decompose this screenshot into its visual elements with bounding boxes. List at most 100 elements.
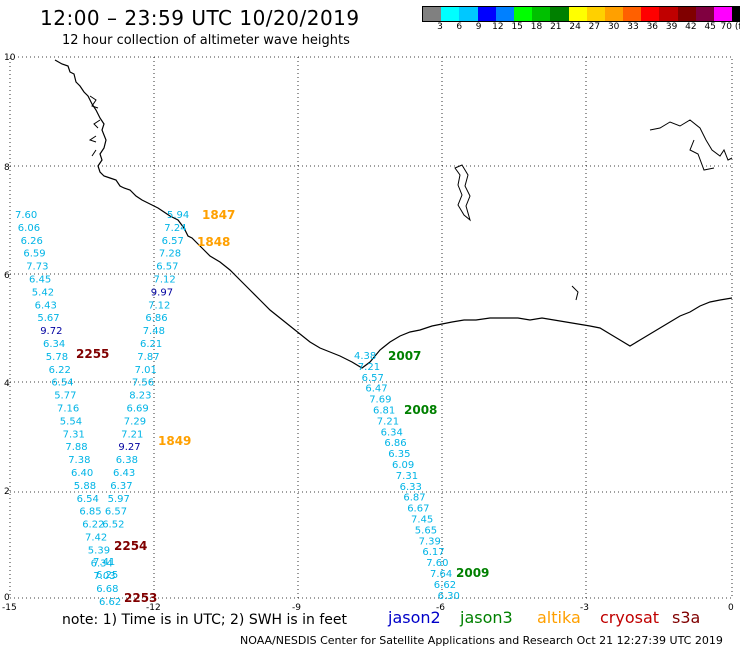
track-a-values: 7.60 6.06 6.26 6.59 7.73 6.455.42 6.43 5.67 9.72… [15,210,121,608]
wave-height-value: 7.29 [124,416,146,427]
wave-height-value: 7.21 [377,416,399,427]
wave-height-value: 9.27 [118,442,140,453]
wave-height-value: 7.39 [419,536,441,547]
color-scale-label: 27 [588,22,601,32]
color-scale-label: 70 (ft) [720,22,740,32]
wave-height-value: 7.16 [57,404,79,415]
wave-height-value: 7.42 [85,533,107,544]
map-subtitle: 12 hour collection of altimeter wave hei… [62,33,350,48]
x-axis-labels: -15 -12 -9 -6 -3 0 [2,603,734,613]
wave-height-value: 6.54 [77,494,99,505]
legend-altika: altika [537,608,581,627]
legend-s3a: s3a [672,608,701,627]
y-tick: 6 [4,271,10,281]
x-tick: -15 [2,603,17,613]
wave-height-value: 7.31 [396,471,418,482]
color-swatch [586,7,605,21]
pass-time-label: 2253 [124,591,157,605]
x-tick: -6 [436,603,445,613]
wave-height-value: 6.54 [51,378,73,389]
color-scale-label: 39 [665,22,678,32]
wave-height-value: 7.21 [121,429,143,440]
y-tick: 10 [4,53,16,63]
color-swatch [532,7,551,21]
wave-height-value: 7.28 [159,249,181,260]
color-scale-label: 42 [685,22,697,32]
wave-height-value: 6.86 [145,313,167,324]
pass-time-label: 2007 [388,349,421,363]
color-swatch [659,7,678,21]
wave-height-value: 6.40 [71,468,93,479]
wave-height-value: 5.39 [88,545,110,556]
wave-height-value: 6.81 [373,406,395,417]
track-c-values: 4.387.216.576.477.696.817.216.346.866.35… [354,351,460,602]
wave-height-value: 6.17 [422,547,444,558]
wave-height-value: 6.34 [91,558,113,569]
wave-height-value: 6.68 [96,584,118,595]
wave-height-value: 6.26 [21,236,43,247]
wave-height-value: 6.57 [105,507,127,518]
wave-height-value: 6.52 [102,520,124,531]
plot-frame [9,56,733,599]
color-scale-label: 36 [646,22,659,32]
color-swatch [623,7,642,21]
wave-height-value: 7.45 [411,515,433,526]
color-scale-label: 6 [456,22,463,32]
wave-height-value: 6.57 [362,373,384,384]
color-scale-label: 30 [607,22,620,32]
wave-height-value: 8.23 [129,391,151,402]
color-scale-label: 9 [475,22,482,32]
legend-jason2: jason2 [388,608,441,627]
coastline-east [571,119,733,301]
wave-height-value: 6.62 [434,580,456,591]
wave-height-value: 7.03 [93,571,115,582]
wave-height-value: 7.21 [358,362,380,373]
wave-height-value: 7.48 [143,326,165,337]
wave-height-value: 7.73 [26,262,48,273]
wave-height-value: 6.22 [49,365,71,376]
wave-height-value: 6.67 [407,504,429,515]
legend-cryosat: cryosat [600,608,660,627]
wave-height-value: 5.77 [54,391,76,402]
x-tick: -9 [292,603,301,613]
color-scale-label: 24 [569,22,581,32]
wave-height-value: 7.56 [132,378,154,389]
wave-height-value: 6.57 [162,236,184,247]
pass-time-labels: 1847 1848 1849 2255 2254 2253 2007 2008 2009 [76,208,489,605]
wave-height-value: 7.31 [63,429,85,440]
wave-height-value: 6.06 [18,223,40,234]
island-outline [454,164,471,222]
color-swatch [513,7,533,21]
color-swatch [550,7,569,21]
color-scale-label: 33 [627,22,639,32]
wave-height-value: 6.33 [400,482,422,493]
wave-height-value: 5.88 [74,481,96,492]
wave-height-value: 5.67 [37,313,59,324]
coastline-detail [88,95,101,157]
wave-height-value: 6.25 [96,570,118,581]
wave-height-value: 6.34 [43,339,65,350]
color-scale-label: 3 [437,22,443,32]
wave-height-value: 6.86 [384,438,406,449]
wave-height-value: 9.72 [40,326,62,337]
wave-height-value: 7.88 [65,442,87,453]
wave-height-value: 7.12 [148,300,170,311]
color-swatch [495,7,514,21]
wave-height-value: 7.24 [164,223,186,234]
footer-credit: NOAA/NESDIS Center for Satellite Applica… [240,634,723,647]
pass-time-label: 1847 [202,208,235,222]
map-title: 12:00 – 23:59 UTC 10/20/2019 [40,6,360,30]
y-axis-labels: 0 2 4 6 8 10 [4,53,16,603]
wave-height-value: 6.22 [82,520,104,531]
wave-height-value: 7.60 [15,210,37,221]
wave-height-value: 6.43 [35,300,57,311]
wave-height-value: 5.78 [46,352,68,363]
x-tick: -3 [580,603,589,613]
color-swatch [423,7,442,21]
color-scale-bar [422,6,740,22]
track-b-values: 5.947.246.577.286.577.129.977.126.867.48… [102,210,189,531]
wave-height-value: 4.38 [354,351,376,362]
y-tick: 0 [4,593,10,603]
wave-height-value: 6.09 [392,460,414,471]
